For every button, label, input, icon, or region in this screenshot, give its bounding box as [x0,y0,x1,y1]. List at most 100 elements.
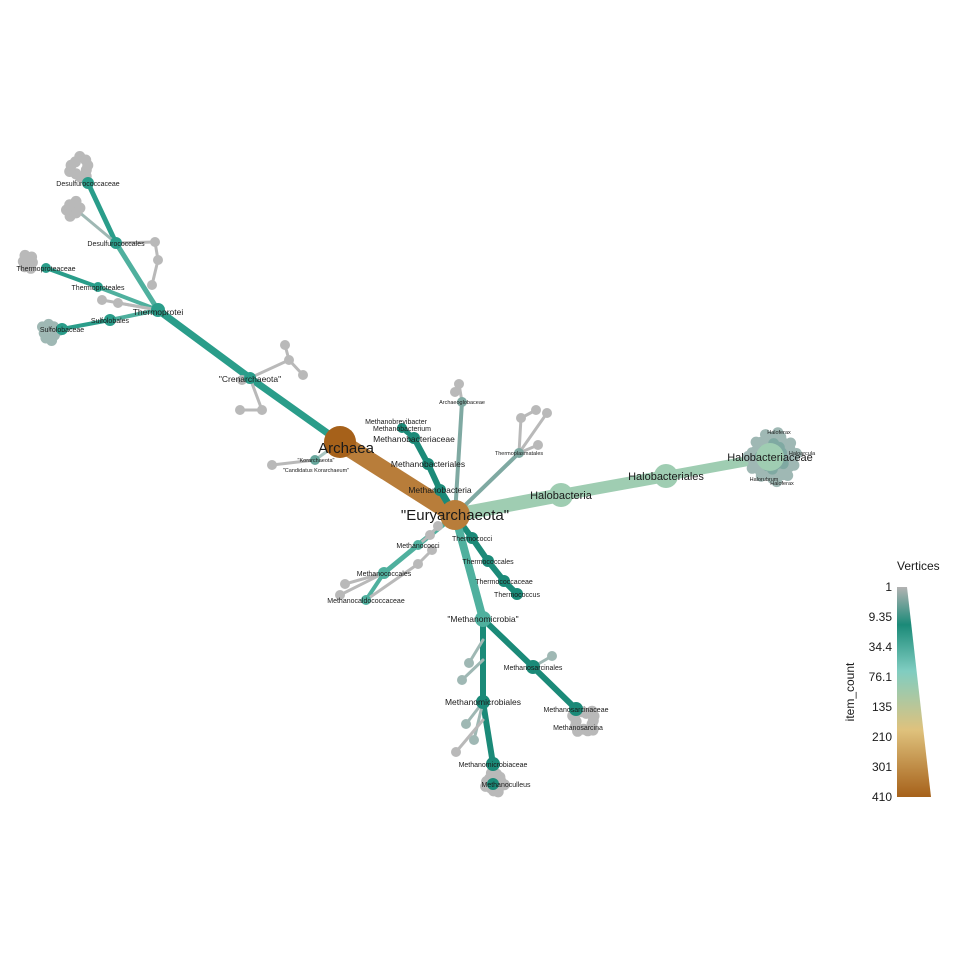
node-sulfolobales [104,314,116,326]
label-archaeoglobaceae: Archaeoglobaceae [439,400,485,406]
leaf-branch [428,521,443,537]
node-thermoproteales [93,282,103,292]
node-thermococci [466,532,478,544]
node-thermococcaceae [498,575,510,587]
node-thermoproteaceae [41,263,51,273]
label-methanosarcinaceae: Methanosarcinaceae [544,707,609,714]
label-thermoproteaceae: Thermoproteaceae [16,266,75,273]
label-crenarch: "Crenarchaeota" [219,374,281,384]
leaf-branch [519,405,541,420]
leaf-node-17 [531,405,541,415]
leaf-node-8 [147,280,157,290]
leaf-branch [287,358,308,380]
leaf-node-29 [469,735,479,745]
legend-tick-label: 210 [872,730,892,744]
edge-thermoprotei-thermoproteales [96,285,160,312]
leaf-node-22 [340,579,350,589]
leaf-branch [335,571,386,600]
label-methanomicrobiales: Methanomicrobiales [445,697,521,707]
edge-thermoprotei-sulfolobales [108,308,160,322]
leaf-node-41 [82,159,94,171]
leaf-cluster [64,151,94,183]
legend-tick-label: 34.4 [869,640,893,654]
label-korarch: "Korarchaeota" [298,458,335,464]
legend-tick-label: 1 [885,580,892,594]
leaf-branch [235,405,264,415]
label-thermoplasmatales: Thermoplasmatales [495,451,544,457]
node-methanocaldococcaceae [361,595,371,605]
legend-axis-label: item_count [843,662,857,721]
label-sulfolobaceae: Sulfolobaceae [40,327,84,334]
label-methanosarcina: Methanosarcina [553,725,603,732]
leaf-node-5 [298,370,308,380]
label-methanosarcinales: Methanosarcinales [504,665,563,672]
edge-methanococci-methanococcales [381,542,421,576]
node-labels: Archaea "Euryarchaeota" "Crenarchaeota" The… [16,181,816,789]
node-desulfurococcales [110,237,122,249]
leaf-cluster [17,249,38,274]
node-euryarchaeota [440,500,470,530]
node-korarch [310,455,320,465]
leaf-branch [416,545,437,566]
leaf-node-13 [267,460,277,470]
edge-eury-archaeoglobaceae [453,400,464,517]
leaf-node-97 [787,452,799,463]
label-halorubrum: Halorubrum [750,477,779,483]
edge-archaea-euryarchaeota [331,433,464,524]
legend-color-wedge [897,587,931,797]
label-methanomicrobiaceae: Methanomicrobiaceae [459,762,528,769]
tree-nodes [41,177,784,790]
node-methanobacterium [397,423,407,433]
leaf-node-47 [74,202,86,214]
edge-euryarchaeota-halobacteria [448,488,568,522]
node-crenarch [244,372,256,384]
edge-halobacteria-halobacteriales [555,470,672,501]
vertices-legend: Vertices 1 9.35 34.4 76.1 135 210 301 410 item_… [843,559,940,804]
label-thermococcales: Thermococcales [462,559,514,566]
leaf-node-25 [427,545,437,555]
legend-tick-label: 9.35 [869,610,893,624]
leaf-branch [451,718,485,757]
edge-thermoproteales-thermoproteaceae [44,266,100,289]
legend-tick-label: 301 [872,760,892,774]
label-methanobacteriales: Methanobacteriales [391,459,465,469]
legend-title: Vertices [897,559,940,573]
legend-ticks: 1 9.35 34.4 76.1 135 210 301 410 [869,580,893,804]
leaf-node-27 [457,675,467,685]
node-methanococci [413,540,423,550]
leaf-node-135 [498,779,510,791]
leaf-node-30 [451,747,461,757]
leaf-node-28 [461,719,471,729]
label-methanobacterium: Methanobacterium [373,426,431,433]
edge-sulfolobales-sulfolobaceae [60,318,112,331]
label-methanobrevibacter: Methanobrevibacter [365,419,428,426]
label-methanocaldococcaceae: Methanocaldococcaceae [327,598,405,605]
label-thermoproteales: Thermoproteales [72,285,125,292]
node-methanobacteria [434,484,446,496]
label-methanobacteria: Methanobacteria [408,485,472,495]
label-thermococcus: Thermococcus [494,592,540,599]
legend-tick-label: 410 [872,790,892,804]
label-thermococcaceae: Thermococcaceae [475,579,533,586]
node-methanosarcinaceae [569,702,583,716]
node-methanomicrobiales [476,695,490,709]
label-haloferax2: Haloferax [770,481,794,487]
leaf-branch [517,408,552,455]
label-archaea: Archaea [318,440,375,457]
label-methanobacteriaceae: Methanobacteriaceae [373,434,455,444]
label-methanococcales: Methanococcales [357,571,412,578]
node-halobacteriales [654,464,678,488]
leaf-node-18 [542,408,552,418]
leaf-node-123 [587,715,599,727]
label-halobacteriales: Halobacteriales [628,471,704,483]
node-methanomicrobiaceae [486,757,500,771]
label-thermoprotei: Thermoprotei [133,307,184,317]
label-sulfolobales: Sulfolobales [91,318,130,325]
leaf-cluster [61,195,86,222]
edge-euryarchaeota-methanomicrobia [451,511,487,623]
legend-tick-label: 135 [872,700,892,714]
label-halobacteriaceae: Halobacteriaceae [727,452,813,464]
leaf-node-12 [113,298,123,308]
leaf-node-21 [433,521,443,531]
